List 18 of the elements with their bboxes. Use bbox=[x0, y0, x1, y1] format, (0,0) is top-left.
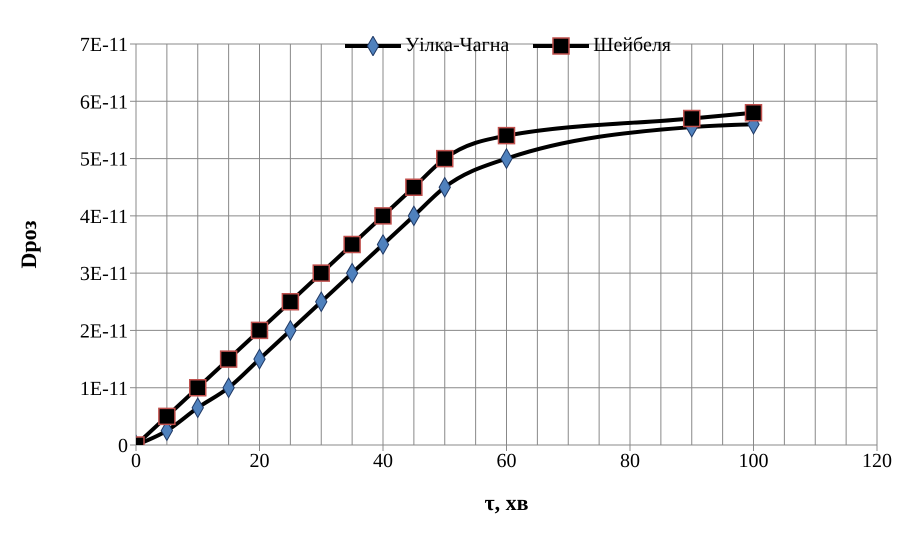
y-tick-label: 3E-11 bbox=[80, 263, 128, 286]
y-tick-label: 1E-11 bbox=[80, 378, 128, 400]
x-tick-label: 20 bbox=[250, 450, 270, 472]
x-tick-label: 100 bbox=[738, 450, 768, 472]
y-tick-label: 0 bbox=[118, 435, 128, 458]
y-tick-label: 2E-11 bbox=[80, 320, 128, 343]
legend-label: Уілка-Чагна bbox=[404, 34, 510, 57]
legend-label: Шейбеля bbox=[593, 34, 672, 57]
y-tick-label: 6E-11 bbox=[80, 91, 128, 114]
y-axis-title: Dроз bbox=[16, 220, 41, 268]
x-tick-label: 120 bbox=[862, 450, 892, 472]
x-tick-label: 60 bbox=[496, 450, 516, 472]
x-axis-title: τ, хв bbox=[484, 490, 529, 515]
x-tick-label: 40 bbox=[373, 450, 393, 472]
x-tick-label: 80 bbox=[620, 450, 640, 472]
y-tick-label: 4E-11 bbox=[80, 206, 128, 228]
y-tick-label: 7E-11 bbox=[80, 34, 128, 56]
y-tick-label: 5E-11 bbox=[80, 148, 128, 171]
